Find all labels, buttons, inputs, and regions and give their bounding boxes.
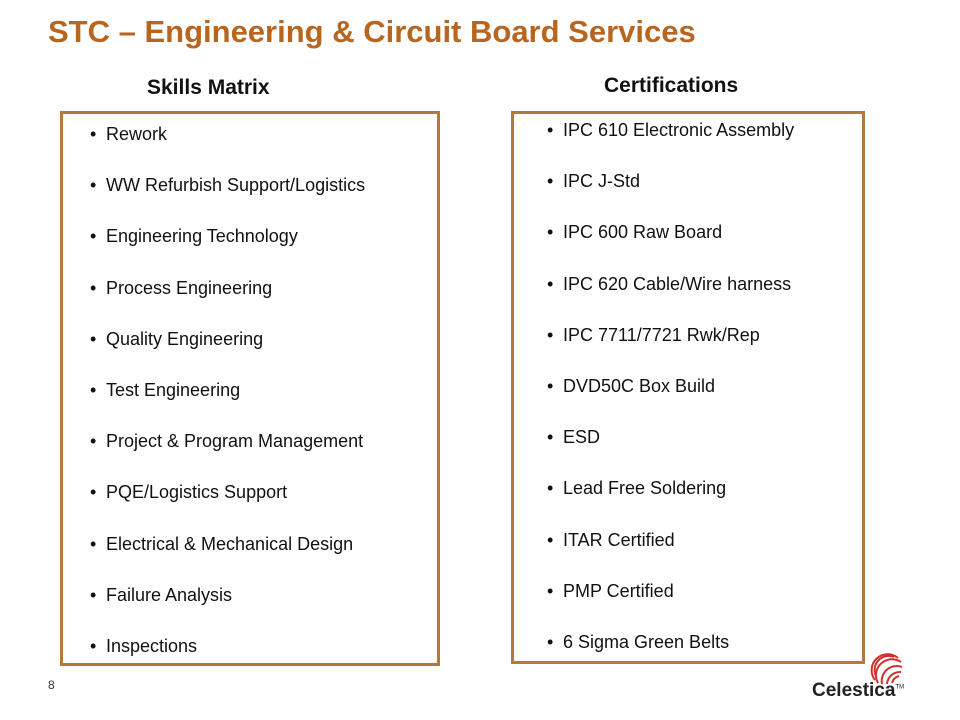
page-number: 8: [48, 678, 55, 692]
certification-item: • DVD50C Box Build: [547, 375, 715, 397]
bullet-icon: •: [547, 222, 554, 243]
bullet-icon: •: [90, 431, 97, 452]
certification-item: • ITAR Certified: [547, 529, 675, 551]
skills-item: • Quality Engineering: [90, 328, 263, 350]
bullet-icon: •: [547, 632, 554, 652]
skills-item: • PQE/Logistics Support: [90, 481, 287, 503]
certification-item-label: IPC 620 Cable/Wire harness: [563, 273, 792, 294]
skills-item-label: WW Refurbish Support/Logistics: [106, 175, 366, 196]
bullet-icon: •: [90, 482, 97, 503]
certification-item: • IPC J-Std: [547, 170, 640, 192]
bullet-icon: •: [547, 529, 554, 550]
skills-matrix-box: [60, 111, 440, 666]
skills-item-label: Process Engineering: [106, 277, 273, 298]
certification-item-label: ESD: [563, 427, 601, 448]
celestica-wordmark: CelesticaTM: [812, 680, 905, 701]
bullet-icon: •: [547, 120, 554, 140]
skills-item-label: Failure Analysis: [106, 584, 233, 605]
skills-item: • Project & Program Management: [90, 430, 363, 452]
celestica-logo-icon: [870, 653, 903, 685]
bullet-icon: •: [547, 580, 554, 601]
certification-item: • IPC 610 Electronic Assembly: [547, 119, 794, 141]
skills-item: • Process Engineering: [90, 277, 272, 299]
certification-item-label: Lead Free Soldering: [563, 478, 727, 499]
bullet-icon: •: [90, 277, 97, 298]
certification-item: • IPC 7711/7721 Rwk/Rep: [547, 324, 760, 346]
certification-item-label: IPC 7711/7721 Rwk/Rep: [563, 324, 760, 345]
skills-item-label: Project & Program Management: [106, 431, 364, 452]
skills-item: • WW Refurbish Support/Logistics: [90, 174, 365, 196]
skills-item-label: PQE/Logistics Support: [106, 482, 288, 503]
certification-item-label: DVD50C Box Build: [563, 376, 716, 396]
skills-item: • Test Engineering: [90, 379, 240, 401]
certification-item-label: ITAR Certified: [563, 529, 675, 550]
bullet-icon: •: [547, 171, 554, 192]
skills-item: • Rework: [90, 123, 167, 145]
bullet-icon: •: [547, 478, 554, 499]
certification-item-label: IPC 610 Electronic Assembly: [563, 120, 795, 140]
skills-item-label: Rework: [106, 124, 168, 144]
certifications-heading: Certifications: [604, 74, 739, 97]
skills-item: • Failure Analysis: [90, 584, 232, 606]
bullet-icon: •: [547, 427, 554, 448]
certification-item: • 6 Sigma Green Belts: [547, 631, 729, 653]
bullet-icon: •: [90, 226, 97, 247]
certification-item: • ESD: [547, 426, 600, 448]
skills-item: • Electrical & Mechanical Design: [90, 533, 353, 555]
certification-item: • IPC 620 Cable/Wire harness: [547, 273, 791, 295]
skills-item-label: Quality Engineering: [106, 328, 264, 349]
certification-item-label: 6 Sigma Green Belts: [563, 632, 730, 652]
certification-item-label: PMP Certified: [563, 580, 674, 601]
bullet-icon: •: [90, 533, 97, 554]
skills-item: • Inspections: [90, 635, 197, 657]
skills-item-label: Inspections: [106, 636, 198, 656]
certification-item: • IPC 600 Raw Board: [547, 221, 722, 243]
certification-item: • Lead Free Soldering: [547, 477, 726, 499]
bullet-icon: •: [90, 636, 97, 656]
skills-item-label: Engineering Technology: [106, 226, 298, 247]
skills-item-label: Test Engineering: [106, 380, 241, 400]
certifications-box: [511, 111, 865, 664]
bullet-icon: •: [547, 324, 554, 345]
certification-item-label: IPC 600 Raw Board: [563, 222, 723, 243]
bullet-icon: •: [90, 124, 97, 144]
slide-title: STC – Engineering & Circuit Board Servic…: [48, 14, 696, 49]
bullet-icon: •: [547, 376, 554, 396]
certification-item: • PMP Certified: [547, 580, 674, 602]
skills-item-label: Electrical & Mechanical Design: [106, 533, 354, 554]
skills-matrix-heading: Skills Matrix: [147, 76, 270, 99]
skills-item: • Engineering Technology: [90, 225, 298, 247]
bullet-icon: •: [90, 380, 97, 400]
bullet-icon: •: [547, 273, 554, 294]
certification-item-label: IPC J-Std: [563, 171, 641, 192]
bullet-icon: •: [90, 328, 97, 349]
bullet-icon: •: [90, 584, 97, 605]
bullet-icon: •: [90, 175, 97, 196]
